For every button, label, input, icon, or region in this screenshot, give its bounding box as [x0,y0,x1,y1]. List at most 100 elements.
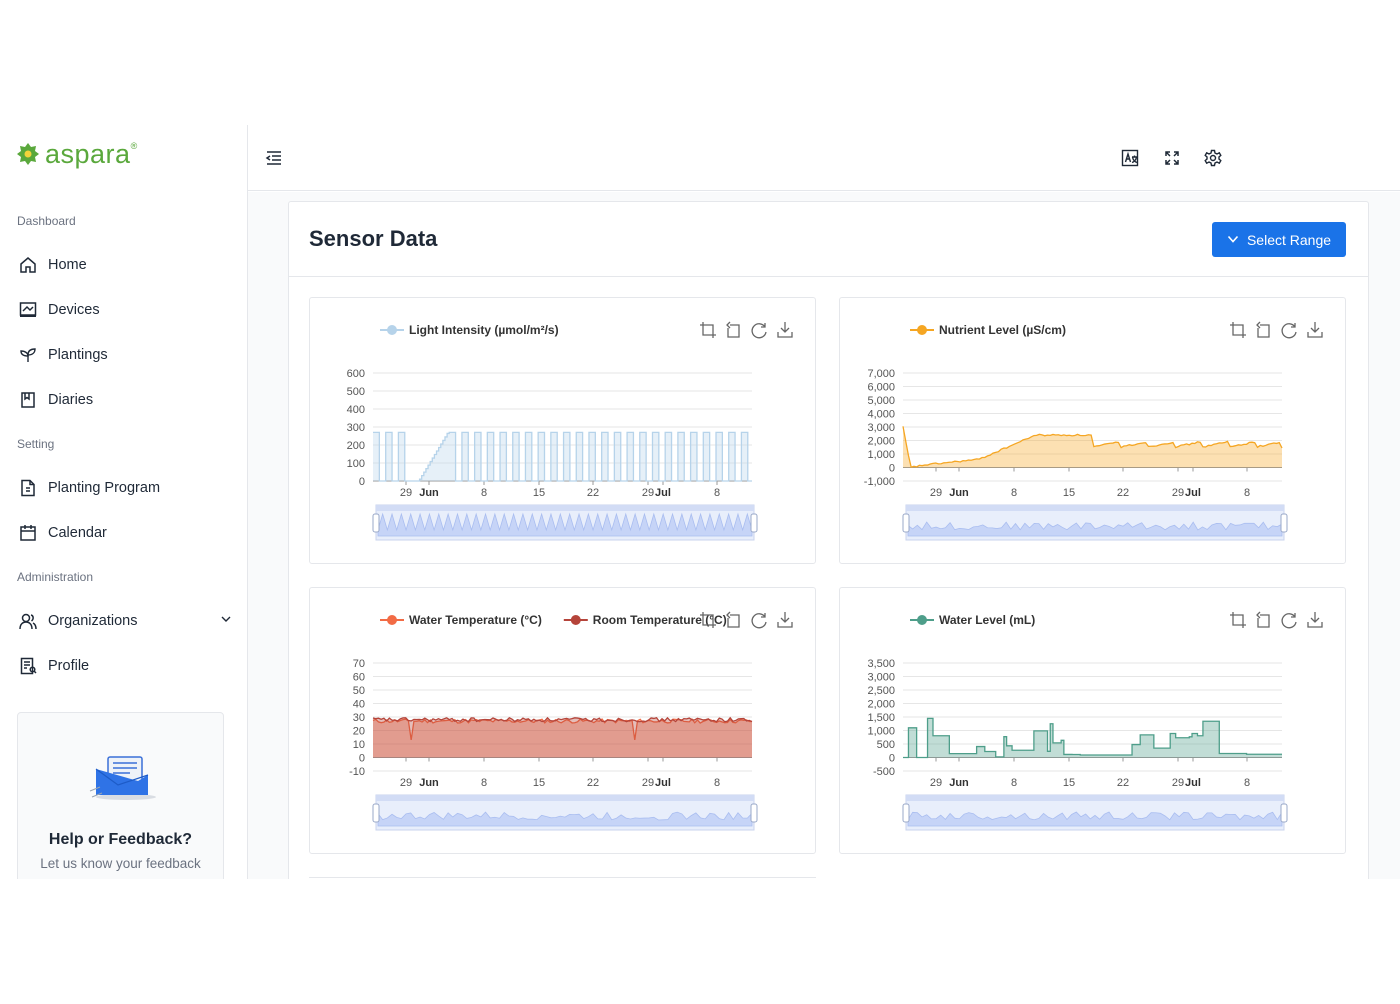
settings-icon[interactable] [1203,148,1223,168]
translate-icon[interactable] [1120,148,1140,168]
sidebar-item-profile[interactable]: Profile [16,649,236,683]
restore-icon[interactable] [1281,323,1297,339]
sidebar-item-diaries[interactable]: Diaries [16,383,236,417]
restore-icon[interactable] [751,613,767,629]
x-tick-label: 15 [1063,487,1075,499]
x-tick-label: 15 [533,487,545,499]
x-tick-label: 8 [1011,487,1017,499]
y-tick-label: -500 [873,766,895,778]
feedback-illustration-icon [89,756,156,800]
series-area [373,719,752,758]
legend-item: Nutrient Level (µS/cm) [910,323,1066,337]
x-tick-label: 29 [642,777,654,789]
x-tick-label: 29 [930,487,942,499]
zoom-reset-icon[interactable] [726,321,740,338]
sidebar-item-plantings[interactable]: Plantings [16,338,236,372]
legend-marker [917,325,927,335]
sprout-icon [16,343,40,367]
y-tick-label: 3,000 [867,422,895,434]
sidebar-item-home[interactable]: Home [16,248,236,282]
brand-logo[interactable]: aspara ® [16,139,137,169]
data-zoom-handle-left [372,513,380,533]
chart-card-water-level: Water Level (mL) -500 0 500 1,000 1,500 2,000 2… [839,587,1346,854]
y-tick-label: 0 [889,753,895,765]
x-tick-label: 22 [1117,487,1129,499]
chart-card-light-intensity: Light Intensity (µmol/m²/s) 0 100 200 300 400… [309,297,816,564]
x-tick-label: 29 [1172,777,1184,789]
document-icon [16,476,40,500]
data-zoom-slider[interactable] [372,794,758,831]
top-header [248,125,1400,191]
zoom-reset-icon[interactable] [726,611,740,628]
zoom-icon[interactable] [700,322,716,338]
sidebar-item-devices[interactable]: Devices [16,293,236,327]
sidebar-item-label: Profile [48,658,90,674]
fullscreen-icon[interactable] [1162,148,1182,168]
sidebar-item-calendar[interactable]: Calendar [16,516,236,550]
download-icon[interactable] [1307,612,1323,628]
chart-card-partial [309,877,816,879]
section-label-setting: Setting [17,437,55,451]
legend-label: Room Temperature (°C) [593,613,727,627]
sidebar-item-label: Organizations [48,613,138,629]
select-range-button[interactable]: Select Range [1212,222,1346,257]
zoom-icon[interactable] [1230,612,1246,628]
sidebar-item-label: Diaries [48,392,94,408]
data-zoom-slider[interactable] [902,794,1288,831]
zoom-icon[interactable] [1230,322,1246,338]
data-zoom-slider[interactable] [372,504,758,541]
sidebar-item-label: Planting Program [48,480,161,496]
legend-marker [917,615,927,625]
help-feedback-card[interactable]: Help or Feedback? Let us know your feedb… [17,712,224,879]
data-zoom-handle-right [1280,803,1288,823]
download-icon[interactable] [1307,322,1323,338]
series-line [372,718,753,741]
download-icon[interactable] [777,612,793,628]
restore-icon[interactable] [1281,613,1297,629]
data-zoom-handle-left [372,803,380,823]
legend-marker [387,615,397,625]
y-tick-label: 40 [353,699,365,711]
x-tick-label: 8 [714,777,720,789]
x-tick-label: 29 [400,487,412,499]
series-area [373,717,752,758]
download-icon[interactable] [777,322,793,338]
data-zoom-handle-right [750,803,758,823]
x-tick-label: 22 [587,777,599,789]
legend-marker [570,615,581,625]
download-icon-path [777,322,793,338]
help-title: Help or Feedback? [48,831,193,848]
zoom-reset-icon-path [1256,611,1270,628]
panel-header: Sensor Data Select Range [289,202,1368,277]
sensor-data-panel: Sensor Data Select Range Light Intensity… [288,201,1369,879]
zoom-icon-path [700,612,716,628]
series-line [372,716,753,723]
sidebar-item-label: Devices [48,302,100,318]
devices-icon [16,298,40,322]
data-zoom-preview [377,811,753,827]
series-area [903,426,1282,468]
data-zoom-slider[interactable] [902,504,1288,541]
x-tick-label: Jun [419,487,439,499]
x-tick-label: 8 [481,487,487,499]
calendar-icon [16,521,40,545]
sidebar-item-planting-program[interactable]: Planting Program [16,471,236,505]
x-tick-label: 22 [1117,777,1129,789]
y-tick-label: 2,000 [867,436,895,448]
collapse-menu-icon[interactable] [264,148,284,168]
zoom-icon-path [1230,322,1246,338]
legend-label: Water Level (mL) [939,613,1035,627]
chevron-down-icon[interactable] [220,613,232,629]
zoom-icon[interactable] [700,612,716,628]
y-tick-label: 1,500 [867,712,895,724]
y-tick-label: 5,000 [867,395,895,407]
zoom-reset-icon[interactable] [1256,321,1270,338]
y-tick-label: 2,000 [867,699,895,711]
y-tick-label: 200 [347,440,365,452]
zoom-reset-icon[interactable] [1256,611,1270,628]
x-tick-label: Jul [655,777,671,789]
section-label-dashboard: Dashboard [17,214,76,228]
sidebar-item-organizations[interactable]: Organizations [16,604,236,638]
restore-icon[interactable] [751,323,767,339]
y-tick-label: 70 [353,658,365,670]
